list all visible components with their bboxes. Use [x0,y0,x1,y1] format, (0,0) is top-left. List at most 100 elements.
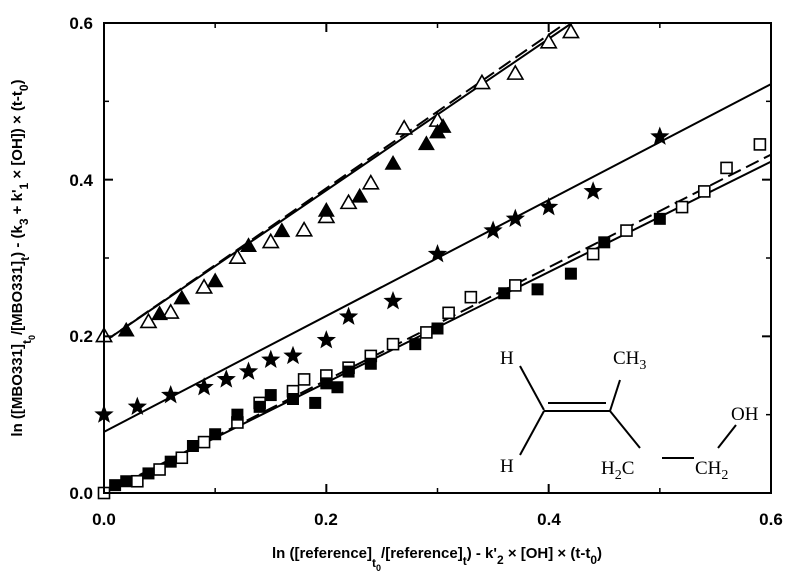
star-point [338,306,359,325]
bond-line [609,379,621,412]
filled-triangle-point [384,154,402,170]
axis-ticks [103,22,772,494]
star-point [261,349,281,369]
bond-line [519,410,545,456]
filled-square-point [209,428,222,441]
filled-triangle-point [417,135,435,151]
open-square-point [175,451,189,465]
open-square-point [420,326,433,339]
filled-square-point [653,212,666,225]
open-square-point [153,463,166,476]
atom-label: CH2 [695,458,728,483]
star-point [583,181,603,200]
open-square-point [720,161,733,175]
filled-square-point [120,475,133,488]
bond-line [519,365,545,411]
star-point [316,330,336,349]
molecule-structure: H H CH3 OH H2C CH2 [500,348,759,483]
filled-triangle-point [117,321,135,337]
filled-square-point [109,479,122,492]
filled-square-point [309,396,322,409]
open-square-point [753,138,767,151]
atom-label: H2C [601,458,634,483]
filled-triangle-point [434,118,452,133]
open-triangle-point [295,220,314,237]
open-triangle-point [539,32,558,49]
atom-label: CH3 [613,348,646,373]
data-markers [94,22,767,500]
atom-label: H [500,456,514,477]
y-axis-label: ln ([MBO331]t0/[MBO331]t) - (k3 + k'1 × … [9,79,37,436]
open-square-point [197,435,211,449]
filled-triangle-point [317,201,335,217]
x-tick-label: 0.6 [759,510,783,529]
star-point [238,361,259,380]
filled-square-point [409,338,422,351]
filled-square-point [331,381,344,394]
filled-triangle-point [151,305,169,321]
star-point [539,196,559,216]
filled-square-point [253,400,266,413]
open-triangle-point [161,303,180,319]
open-triangle-point [228,248,247,265]
open-triangle-point [139,312,158,329]
star-point [194,377,214,396]
open-triangle-point [261,232,280,249]
atom-label: OH [731,404,759,425]
open-square-point [697,185,711,198]
y-tick-label: 0.2 [69,327,93,346]
filled-square-point [431,322,444,335]
filled-triangle-point [206,272,224,288]
star-point [505,208,525,228]
open-triangle-point [395,119,414,135]
y-axis-label-group: ln ([MBO331]t0/[MBO331]t) - (k3 + k'1 × … [9,79,37,436]
filled-square-point [231,408,244,421]
filled-square-point [142,467,155,480]
open-square-point [464,290,478,304]
filled-square-point [286,393,299,405]
filled-triangle-point [240,237,257,252]
star-point [383,290,403,310]
open-square-point [386,337,400,351]
fit-line [103,22,573,343]
x-tick-label: 0.0 [92,510,116,529]
x-tick-label: 0.2 [314,510,338,529]
filled-square-point [186,440,199,452]
filled-square-point [164,455,177,468]
star-point [127,396,147,416]
y-tick-label: 0.4 [69,171,93,190]
filled-square-point [498,287,511,300]
star-point [650,126,670,145]
bond-line [609,410,641,449]
open-triangle-point [561,22,580,39]
filled-triangle-point [351,187,369,203]
filled-triangle-point [173,289,191,305]
atom-label: H [500,348,514,369]
open-square-point [675,200,689,214]
filled-square-point [364,357,377,370]
filled-square-point [564,267,577,280]
filled-square-point [531,283,544,296]
open-square-point [131,474,144,488]
filled-square-point [264,389,277,402]
open-square-point [509,279,522,292]
filled-square-point [320,377,333,390]
open-triangle-point [472,73,491,90]
open-triangle-point [361,173,380,190]
open-square-point [620,224,633,237]
y-tick-label: 0.6 [69,14,93,33]
filled-triangle-point [273,222,291,238]
bond-line [717,424,737,449]
star-point [161,384,181,404]
open-square-point [586,247,600,261]
star-point [483,220,503,239]
filled-square-point [598,236,611,249]
open-triangle-point [506,64,525,80]
y-tick-label: 0.0 [69,484,93,503]
star-point [283,345,303,365]
open-square-point [442,306,455,320]
star-point [216,369,236,388]
x-tick-label: 0.4 [537,510,561,529]
open-square-point [297,373,311,386]
